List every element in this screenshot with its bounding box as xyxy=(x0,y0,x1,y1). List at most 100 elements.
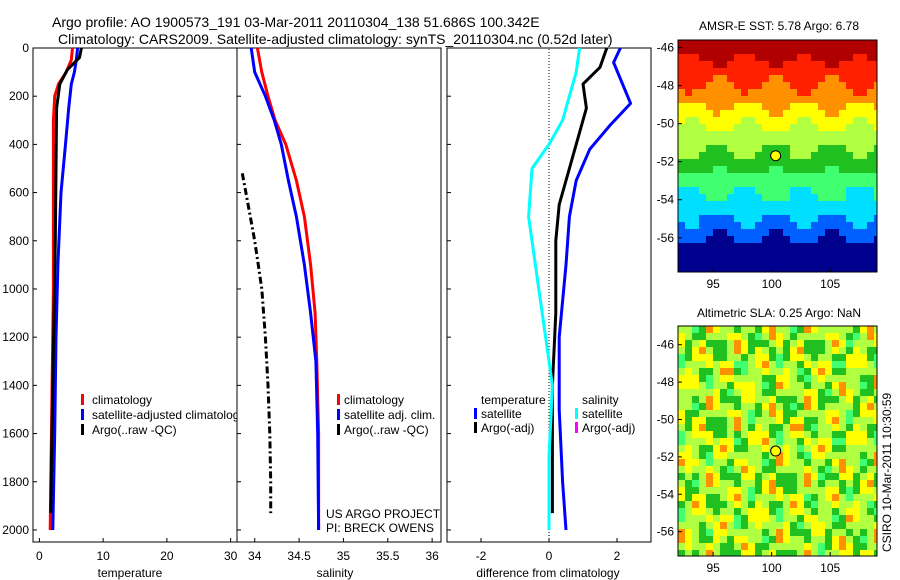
heatmap-cell xyxy=(692,222,699,229)
heatmap-cell xyxy=(734,152,741,159)
heatmap-cell xyxy=(748,166,755,173)
heatmap-cell xyxy=(797,522,804,529)
heatmap-cell xyxy=(727,264,734,271)
heatmap-cell xyxy=(741,173,748,180)
heatmap-cell xyxy=(741,515,748,522)
heatmap-cell xyxy=(846,431,853,438)
heatmap-cell xyxy=(727,243,734,250)
heatmap-cell xyxy=(755,459,762,466)
heatmap-cell xyxy=(734,68,741,75)
heatmap-cell xyxy=(755,396,762,403)
heatmap-cell xyxy=(713,375,720,382)
heatmap-cell xyxy=(846,180,853,187)
heatmap-cell xyxy=(748,529,755,536)
heatmap-cell xyxy=(720,54,727,61)
csiro-side-label: CSIRO 10-Mar-2011 10:30:59 xyxy=(880,392,894,552)
heatmap-cell xyxy=(692,466,699,473)
heatmap-cell xyxy=(734,103,741,110)
heatmap-cell xyxy=(769,138,776,145)
heatmap-cell xyxy=(713,250,720,257)
heatmap-cell xyxy=(727,222,734,229)
heatmap-cell xyxy=(769,145,776,152)
heatmap-cell xyxy=(839,452,846,459)
legend-label-argo: Argo(..raw -QC) xyxy=(344,423,429,437)
heatmap-cell xyxy=(706,508,713,515)
heatmap-cell xyxy=(839,145,846,152)
heatmap-cell xyxy=(874,47,877,54)
heatmap-cell xyxy=(804,382,811,389)
heatmap-cell xyxy=(678,215,685,222)
heatmap-cell xyxy=(846,54,853,61)
heatmap-cell xyxy=(685,208,692,215)
heatmap-cell xyxy=(797,501,804,508)
heatmap-cell xyxy=(804,159,811,166)
heatmap-cell xyxy=(790,96,797,103)
heatmap-cell xyxy=(846,103,853,110)
heatmap-cell xyxy=(734,250,741,257)
heatmap-cell xyxy=(790,382,797,389)
legend-swatch-satellite xyxy=(81,409,84,420)
heatmap-cell xyxy=(713,368,720,375)
heatmap-cell xyxy=(685,257,692,264)
heatmap-cell xyxy=(867,396,874,403)
heatmap-cell xyxy=(706,61,713,68)
heatmap-cell xyxy=(776,522,783,529)
heatmap-cell xyxy=(797,550,804,556)
heatmap-cell xyxy=(867,508,874,515)
heatmap-cell xyxy=(825,529,832,536)
heatmap-cell xyxy=(720,61,727,68)
heatmap-cell xyxy=(769,410,776,417)
heatmap-cell xyxy=(860,145,867,152)
legend-swatch-argo xyxy=(337,424,340,435)
heatmap-cell xyxy=(685,250,692,257)
heatmap-cell xyxy=(685,494,692,501)
heatmap-cell xyxy=(811,82,818,89)
heatmap-cell xyxy=(867,438,874,445)
heatmap-cell xyxy=(818,96,825,103)
heatmap-cell xyxy=(853,515,860,522)
heatmap-cell xyxy=(706,410,713,417)
heatmap-cell xyxy=(706,550,713,556)
heatmap-cell xyxy=(846,382,853,389)
heatmap-cell xyxy=(818,159,825,166)
heatmap-cell xyxy=(867,410,874,417)
heatmap-cell xyxy=(678,431,685,438)
heatmap-cell xyxy=(734,438,741,445)
heatmap-cell xyxy=(706,543,713,550)
heatmap-cell xyxy=(741,145,748,152)
heatmap-cell xyxy=(797,243,804,250)
heatmap-cell xyxy=(769,250,776,257)
heatmap-cell xyxy=(776,82,783,89)
heatmap-cell xyxy=(811,61,818,68)
heatmap-cell xyxy=(734,194,741,201)
heatmap-cell xyxy=(853,410,860,417)
heatmap-cell xyxy=(748,417,755,424)
heatmap-cell xyxy=(783,452,790,459)
heatmap-cell xyxy=(783,110,790,117)
heatmap-cell xyxy=(762,40,769,47)
heatmap-cell xyxy=(846,389,853,396)
heatmap-cell xyxy=(769,501,776,508)
heatmap-cell xyxy=(734,61,741,68)
heatmap-cell xyxy=(825,424,832,431)
heatmap-cell xyxy=(790,208,797,215)
heatmap-cell xyxy=(811,166,818,173)
heatmap-cell xyxy=(839,536,846,543)
heatmap-cell xyxy=(846,550,853,556)
heatmap-cell xyxy=(860,61,867,68)
heatmap-cell xyxy=(860,501,867,508)
heatmap-cell xyxy=(685,82,692,89)
heatmap-cell xyxy=(804,47,811,54)
heatmap-cell xyxy=(846,194,853,201)
heatmap-cell xyxy=(678,333,685,340)
heatmap-cell xyxy=(741,152,748,159)
heatmap-cell xyxy=(748,208,755,215)
heatmap-cell xyxy=(797,424,804,431)
y-tick-label: -54 xyxy=(657,193,675,207)
heatmap-cell xyxy=(804,375,811,382)
heatmap-cell xyxy=(811,173,818,180)
heatmap-cell xyxy=(832,138,839,145)
heatmap-cell xyxy=(685,424,692,431)
heatmap-cell xyxy=(846,543,853,550)
heatmap-cell xyxy=(692,201,699,208)
